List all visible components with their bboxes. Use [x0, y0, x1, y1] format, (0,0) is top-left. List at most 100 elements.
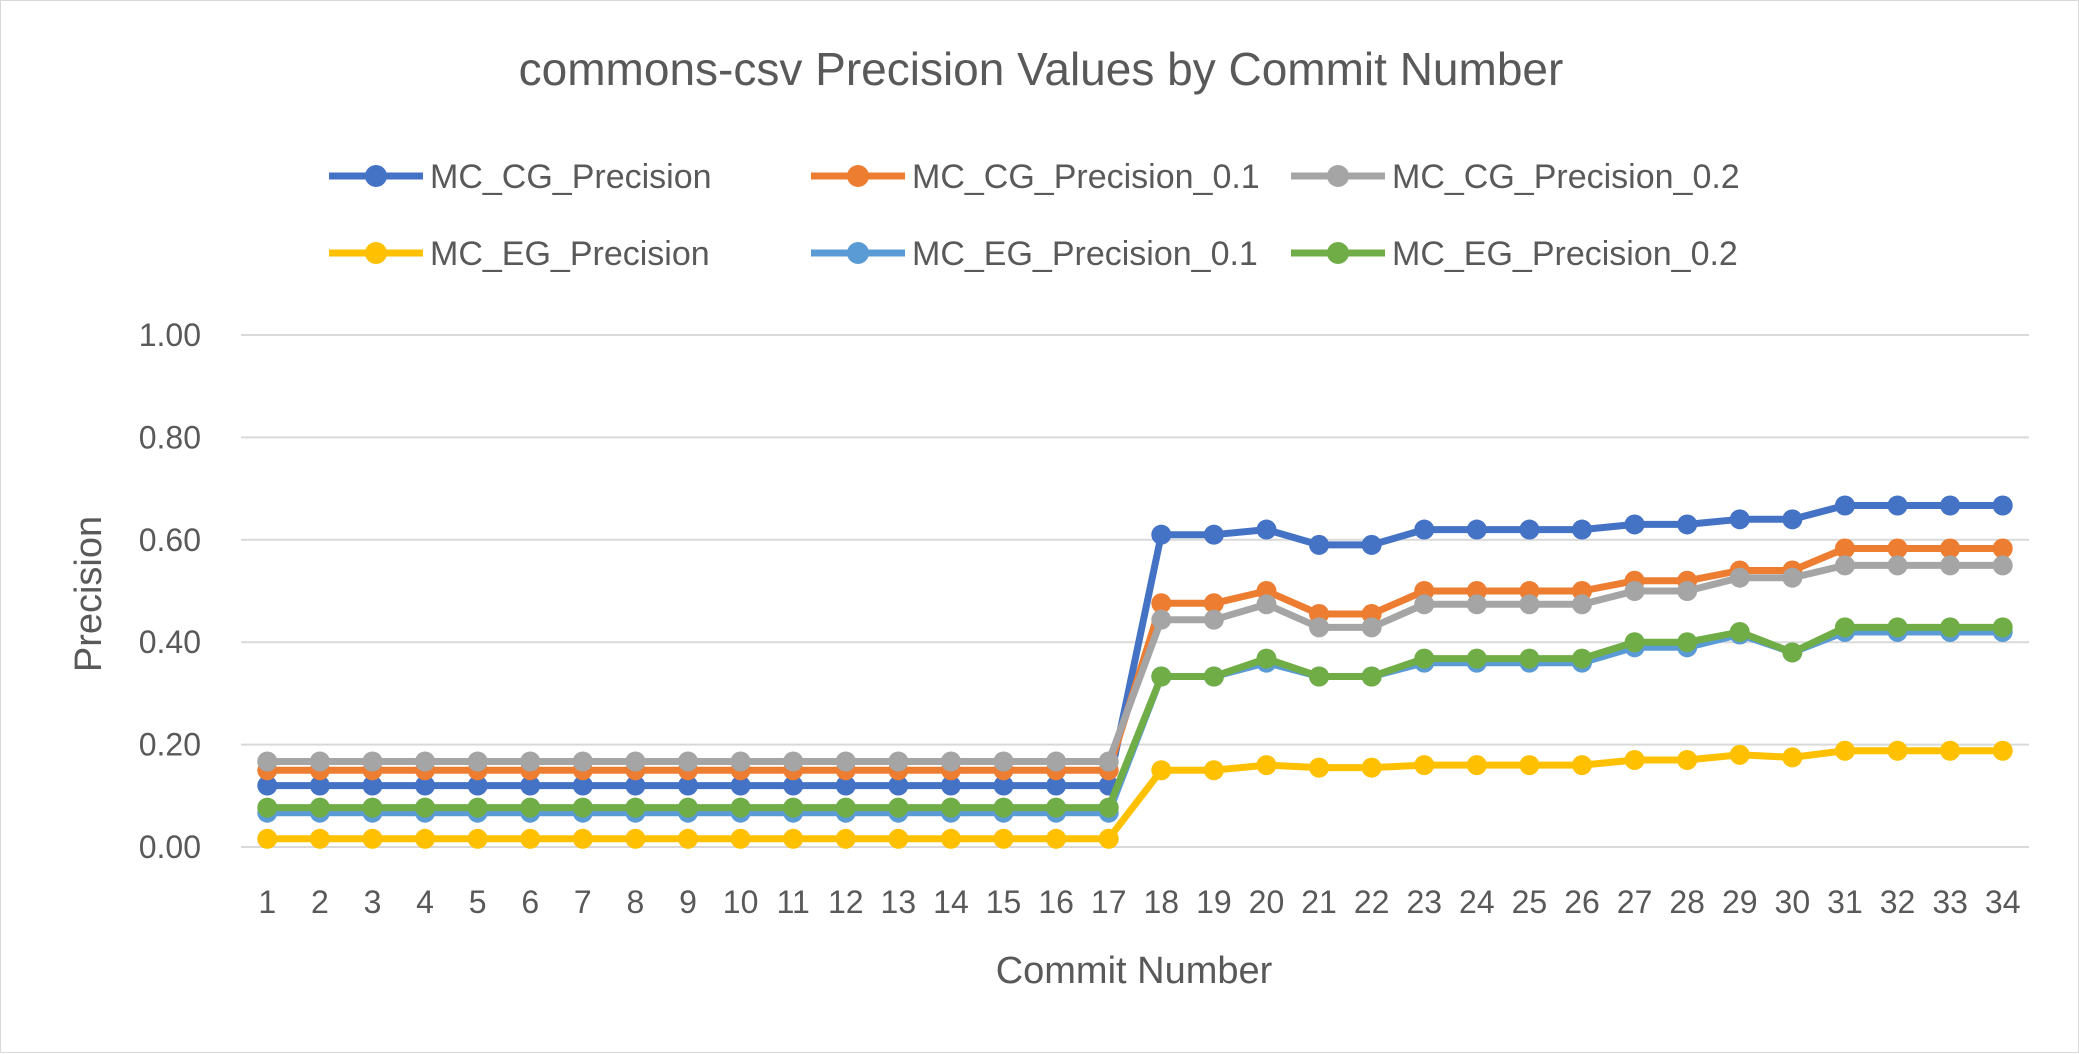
legend-item: MC_CG_Precision_0.2	[1291, 158, 1740, 196]
data-point	[1256, 519, 1277, 540]
data-point	[1992, 617, 2013, 638]
data-point	[1414, 755, 1435, 776]
data-point	[678, 828, 698, 849]
data-point	[678, 775, 698, 796]
y-tick-label: 0.60	[139, 522, 201, 558]
x-tick-label: 5	[469, 884, 487, 920]
data-point	[993, 797, 1014, 818]
data-point	[1151, 760, 1172, 781]
data-point	[1256, 648, 1277, 669]
data-point	[1624, 514, 1645, 535]
data-point	[1203, 609, 1224, 630]
data-point	[1782, 567, 1803, 588]
legend-label: MC_EG_Precision_0.1	[912, 235, 1258, 273]
data-point	[1887, 495, 1908, 516]
x-tick-label: 25	[1512, 884, 1548, 920]
data-point	[1466, 755, 1487, 776]
data-point	[1729, 621, 1750, 642]
data-point	[1887, 555, 1908, 576]
data-point	[1992, 495, 2013, 516]
data-point	[1834, 555, 1855, 576]
series-MC_CG_Precision_0.2	[257, 555, 2013, 772]
legend-item: MC_EG_Precision	[329, 235, 710, 273]
data-point	[1466, 519, 1487, 540]
data-point	[572, 797, 593, 818]
legend-swatch-marker	[365, 165, 387, 187]
data-point	[1046, 828, 1067, 849]
data-point	[1361, 757, 1382, 778]
x-tick-label: 17	[1091, 884, 1127, 920]
data-point	[1256, 755, 1277, 776]
data-point	[1098, 751, 1119, 772]
x-axis-title: Commit Number	[996, 950, 1273, 992]
data-point	[1677, 581, 1698, 601]
data-point	[1887, 538, 1908, 559]
data-point	[940, 797, 961, 818]
data-point	[993, 828, 1014, 849]
data-point	[730, 751, 751, 772]
data-point	[520, 797, 541, 818]
data-point	[1782, 747, 1803, 768]
series-MC_EG_Precision_0.2	[257, 617, 2013, 818]
data-point	[1729, 744, 1750, 765]
data-point	[572, 751, 593, 772]
data-point	[362, 751, 383, 772]
x-tick-label: 9	[679, 884, 697, 920]
data-point	[1729, 567, 1750, 588]
data-point	[1309, 617, 1330, 638]
x-tick-label: 13	[881, 884, 917, 920]
x-tick-label: 28	[1669, 884, 1705, 920]
legend-swatch-marker	[365, 242, 387, 264]
data-point	[572, 828, 593, 849]
data-point	[1151, 593, 1172, 614]
data-point	[940, 775, 961, 796]
x-tick-label: 16	[1038, 884, 1074, 920]
legend-label: MC_CG_Precision_0.2	[1392, 158, 1740, 196]
x-tick-label: 7	[574, 884, 592, 920]
data-point	[1572, 594, 1592, 615]
data-point	[1677, 514, 1698, 535]
x-tick-label: 23	[1406, 884, 1442, 920]
data-point	[1203, 524, 1224, 545]
data-point	[783, 751, 804, 772]
data-point	[888, 775, 909, 796]
x-tick-label: 24	[1459, 884, 1495, 920]
y-tick-label: 0.40	[139, 624, 201, 660]
data-point	[362, 775, 383, 796]
data-point	[993, 775, 1014, 796]
data-point	[1361, 534, 1382, 555]
data-point	[1046, 775, 1067, 796]
data-point	[1992, 740, 2013, 761]
data-point	[415, 775, 436, 796]
x-tick-label: 29	[1722, 884, 1758, 920]
x-tick-label: 26	[1564, 884, 1600, 920]
x-tick-label: 2	[311, 884, 329, 920]
data-point	[1782, 509, 1803, 530]
data-point	[1519, 648, 1540, 669]
data-point	[835, 775, 856, 796]
data-point	[1940, 495, 1961, 516]
x-tick-label: 30	[1775, 884, 1811, 920]
data-point	[309, 797, 330, 818]
data-point	[415, 751, 436, 772]
data-point	[467, 775, 488, 796]
legend-swatch-marker	[847, 165, 869, 187]
x-tick-label: 1	[258, 884, 276, 920]
legend-item: MC_EG_Precision_0.1	[811, 235, 1258, 273]
data-point	[1624, 749, 1645, 770]
legend-swatch-marker	[847, 242, 869, 264]
data-point	[1309, 666, 1330, 687]
data-point	[1834, 740, 1855, 761]
legend-swatch-marker	[1327, 242, 1349, 264]
data-point	[678, 751, 698, 772]
data-point	[1046, 751, 1067, 772]
data-point	[257, 797, 278, 818]
data-point	[1677, 632, 1698, 653]
data-point	[1940, 538, 1961, 559]
y-tick-label: 0.00	[139, 829, 201, 865]
series-line	[267, 623, 2003, 812]
data-point	[1940, 555, 1961, 576]
data-point	[309, 828, 330, 849]
data-point	[678, 797, 698, 818]
